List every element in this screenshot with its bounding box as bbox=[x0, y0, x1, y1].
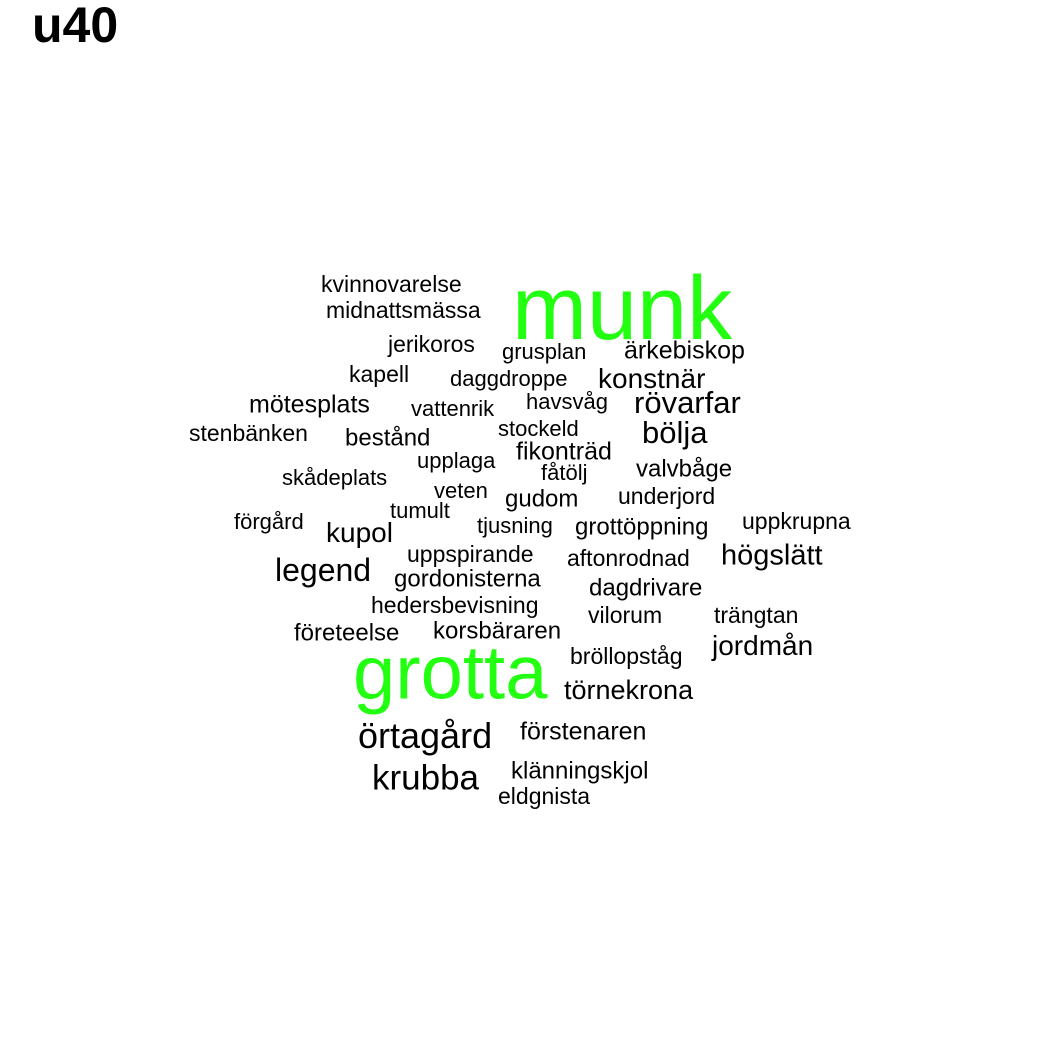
word-8: konstnär bbox=[598, 363, 706, 395]
word-30: uppkrupna bbox=[742, 508, 851, 535]
word-14: bestånd bbox=[345, 424, 431, 452]
word-3: jerikoros bbox=[388, 331, 475, 358]
word-17: fikonträd bbox=[516, 437, 612, 466]
word-24: underjord bbox=[618, 483, 716, 510]
word-21: skådeplats bbox=[282, 464, 388, 490]
word-11: havsvåg bbox=[526, 388, 608, 414]
word-25: tumult bbox=[390, 497, 450, 523]
word-40: företeelse bbox=[294, 619, 400, 647]
word-22: veten bbox=[434, 477, 488, 503]
word-38: vilorum bbox=[588, 602, 663, 629]
word-18: upplaga bbox=[417, 447, 496, 473]
word-27: kupol bbox=[326, 517, 393, 549]
word-46: örtagård bbox=[358, 714, 493, 756]
word-44: grotta bbox=[353, 630, 548, 716]
word-13: stenbänken bbox=[189, 420, 308, 447]
word-42: jordmån bbox=[712, 630, 814, 662]
word-35: gordonisterna bbox=[394, 565, 541, 593]
word-5: ärkebiskop bbox=[624, 336, 745, 365]
word-45: törnekrona bbox=[564, 674, 694, 705]
word-12: rövarfar bbox=[634, 384, 741, 420]
word-28: tjusning bbox=[477, 512, 553, 538]
page-title: u40 bbox=[32, 0, 119, 53]
word-23: gudom bbox=[505, 485, 579, 513]
word-7: daggdroppe bbox=[450, 365, 568, 391]
word-50: eldgnista bbox=[498, 783, 591, 810]
word-41: korsbäraren bbox=[433, 617, 562, 645]
word-0: munk bbox=[512, 258, 733, 359]
word-47: förstenaren bbox=[520, 717, 647, 746]
word-34: legend bbox=[275, 552, 372, 589]
word-29: grottöppning bbox=[575, 513, 709, 541]
word-36: dagdrivare bbox=[589, 574, 703, 602]
word-15: stockeld bbox=[498, 415, 579, 441]
word-20: valvbåge bbox=[636, 455, 733, 483]
word-9: mötesplats bbox=[249, 390, 370, 419]
word-26: förgård bbox=[234, 508, 304, 534]
word-31: uppspirande bbox=[407, 541, 534, 568]
word-6: kapell bbox=[349, 361, 410, 388]
word-33: högslätt bbox=[721, 539, 823, 572]
word-39: trängtan bbox=[714, 602, 799, 629]
word-10: vattenrik bbox=[411, 395, 495, 421]
word-49: klänningskjol bbox=[511, 757, 649, 785]
word-32: aftonrodnad bbox=[567, 545, 690, 572]
word-19: fåtölj bbox=[541, 459, 588, 485]
word-16: bölja bbox=[642, 414, 708, 450]
word-4: grusplan bbox=[502, 338, 587, 364]
word-37: hedersbevisning bbox=[371, 592, 539, 619]
word-48: krubba bbox=[372, 758, 480, 798]
word-1: kvinnovarelse bbox=[321, 271, 462, 298]
word-43: bröllopståg bbox=[570, 643, 683, 670]
word-2: midnattsmässa bbox=[326, 297, 481, 324]
